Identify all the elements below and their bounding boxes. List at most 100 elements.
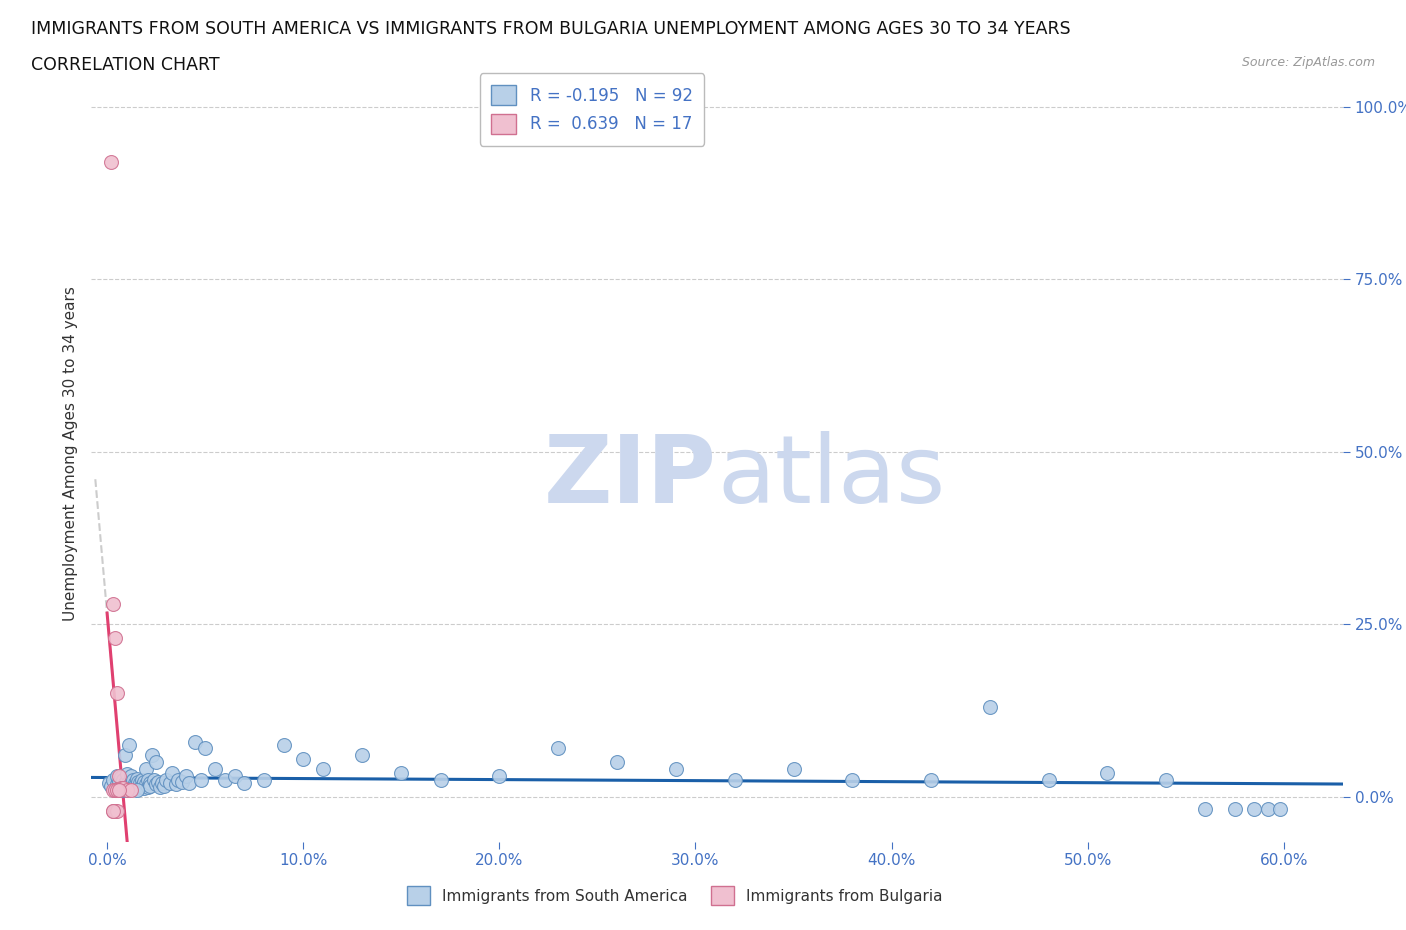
Legend: R = -0.195   N = 92, R =  0.639   N = 17: R = -0.195 N = 92, R = 0.639 N = 17 bbox=[479, 73, 704, 146]
Point bbox=[120, 782, 142, 797]
Point bbox=[101, 804, 124, 818]
Point bbox=[1243, 802, 1265, 817]
Point bbox=[125, 782, 148, 797]
Point bbox=[139, 776, 162, 790]
Point bbox=[105, 804, 128, 818]
Point bbox=[111, 781, 134, 796]
Point bbox=[150, 776, 173, 790]
Point bbox=[124, 776, 146, 790]
Point bbox=[115, 772, 138, 787]
Point bbox=[105, 768, 128, 783]
Text: atlas: atlas bbox=[717, 431, 945, 523]
Point bbox=[190, 772, 212, 787]
Point bbox=[98, 776, 121, 790]
Point bbox=[129, 776, 152, 790]
Point bbox=[108, 774, 131, 789]
Point bbox=[129, 779, 152, 794]
Point bbox=[159, 776, 181, 790]
Point bbox=[160, 765, 183, 780]
Point bbox=[153, 778, 176, 793]
Point bbox=[155, 772, 177, 787]
Point bbox=[179, 776, 201, 790]
Point bbox=[105, 777, 128, 791]
Point bbox=[204, 762, 226, 777]
Point bbox=[389, 765, 412, 780]
Point bbox=[105, 685, 128, 700]
Point bbox=[134, 774, 156, 789]
Point bbox=[214, 772, 236, 787]
Point bbox=[125, 781, 148, 796]
Point bbox=[224, 768, 246, 783]
Point bbox=[184, 734, 207, 749]
Point bbox=[170, 774, 193, 789]
Point bbox=[135, 777, 157, 791]
Point bbox=[665, 762, 688, 777]
Point bbox=[121, 773, 143, 788]
Point bbox=[488, 768, 510, 783]
Point bbox=[108, 768, 131, 783]
Point bbox=[1154, 772, 1177, 787]
Point bbox=[920, 772, 942, 787]
Point bbox=[979, 699, 1001, 714]
Point bbox=[115, 766, 138, 781]
Point bbox=[104, 804, 127, 818]
Point bbox=[1268, 802, 1291, 817]
Legend: Immigrants from South America, Immigrants from Bulgaria: Immigrants from South America, Immigrant… bbox=[401, 881, 949, 911]
Point bbox=[111, 773, 134, 788]
Point bbox=[141, 748, 163, 763]
Point bbox=[100, 154, 122, 169]
Point bbox=[143, 772, 166, 787]
Point bbox=[312, 762, 335, 777]
Point bbox=[149, 779, 172, 794]
Text: ZIP: ZIP bbox=[544, 431, 717, 523]
Text: IMMIGRANTS FROM SOUTH AMERICA VS IMMIGRANTS FROM BULGARIA UNEMPLOYMENT AMONG AGE: IMMIGRANTS FROM SOUTH AMERICA VS IMMIGRA… bbox=[31, 20, 1070, 38]
Point bbox=[273, 737, 295, 752]
Point bbox=[120, 777, 142, 791]
Y-axis label: Unemployment Among Ages 30 to 34 years: Unemployment Among Ages 30 to 34 years bbox=[62, 286, 77, 621]
Point bbox=[121, 779, 143, 794]
Point bbox=[114, 776, 136, 790]
Point bbox=[131, 778, 153, 793]
Point bbox=[104, 782, 127, 797]
Point bbox=[110, 778, 132, 793]
Point bbox=[110, 770, 132, 785]
Point bbox=[1097, 765, 1119, 780]
Point bbox=[841, 772, 863, 787]
Point bbox=[606, 755, 628, 770]
Point bbox=[124, 778, 146, 793]
Point bbox=[120, 768, 142, 783]
Point bbox=[114, 748, 136, 763]
Point bbox=[166, 772, 188, 787]
Point bbox=[110, 782, 132, 797]
Point bbox=[101, 772, 124, 787]
Point bbox=[101, 596, 124, 611]
Point bbox=[1223, 802, 1246, 817]
Point bbox=[547, 741, 569, 756]
Point bbox=[104, 782, 127, 797]
Point bbox=[352, 748, 374, 763]
Point bbox=[108, 781, 131, 796]
Point bbox=[145, 777, 167, 791]
Point bbox=[292, 751, 315, 766]
Point bbox=[139, 778, 162, 793]
Point bbox=[134, 781, 156, 796]
Point bbox=[135, 762, 157, 777]
Point bbox=[131, 772, 153, 787]
Point bbox=[1038, 772, 1060, 787]
Point bbox=[429, 772, 451, 787]
Point bbox=[145, 755, 167, 770]
Point bbox=[165, 777, 187, 791]
Point bbox=[111, 779, 134, 794]
Point bbox=[724, 772, 747, 787]
Point bbox=[108, 782, 131, 797]
Point bbox=[146, 774, 169, 789]
Point bbox=[253, 772, 276, 787]
Point bbox=[101, 782, 124, 797]
Point bbox=[127, 777, 149, 791]
Point bbox=[233, 776, 256, 790]
Point bbox=[104, 631, 127, 645]
Point bbox=[115, 782, 138, 797]
Point bbox=[101, 804, 124, 818]
Point bbox=[105, 782, 128, 797]
Point bbox=[118, 781, 141, 796]
